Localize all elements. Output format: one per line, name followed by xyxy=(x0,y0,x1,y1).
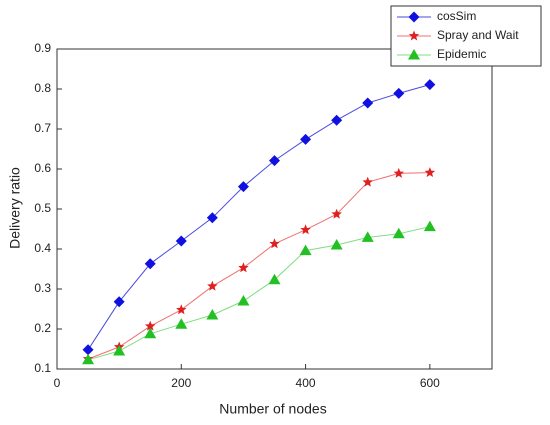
data-point xyxy=(237,295,250,306)
legend-label: cosSim xyxy=(437,9,476,23)
data-point xyxy=(392,227,405,239)
x-axis-label: Number of nodes xyxy=(219,401,326,417)
data-point xyxy=(113,296,125,308)
data-point xyxy=(423,220,436,232)
y-tick-label: 0.1 xyxy=(34,361,51,375)
data-point xyxy=(144,320,156,331)
y-tick-label: 0.9 xyxy=(34,41,51,55)
x-tick-label: 400 xyxy=(296,376,316,390)
data-point xyxy=(424,167,436,178)
data-point xyxy=(206,309,219,320)
data-point xyxy=(424,79,436,91)
legend-marker xyxy=(408,11,420,23)
data-point xyxy=(269,238,280,249)
data-point xyxy=(144,327,157,339)
data-point xyxy=(144,258,156,270)
data-point xyxy=(330,239,343,250)
plot-frame xyxy=(56,48,493,370)
y-tick-label: 0.6 xyxy=(34,161,51,175)
data-point xyxy=(176,304,187,315)
y-tick-label: 0.2 xyxy=(34,321,51,335)
data-point xyxy=(362,176,373,187)
data-point xyxy=(300,133,312,145)
data-point xyxy=(238,262,249,273)
legend-marker xyxy=(408,30,420,41)
data-point xyxy=(268,273,281,285)
x-tick-label: 0 xyxy=(54,376,61,390)
data-point xyxy=(82,344,94,356)
series-line xyxy=(87,172,430,360)
legend-label: Epidemic xyxy=(437,47,486,61)
data-point xyxy=(237,181,249,193)
data-point xyxy=(331,208,342,219)
series-line xyxy=(87,84,430,351)
data-point xyxy=(175,318,188,329)
data-point xyxy=(362,97,374,109)
series-line xyxy=(87,226,430,361)
y-tick-label: 0.8 xyxy=(34,81,51,95)
y-tick-label: 0.5 xyxy=(34,201,51,215)
x-tick-label: 200 xyxy=(171,376,191,390)
data-point xyxy=(361,231,374,242)
data-point xyxy=(393,167,405,178)
data-point xyxy=(82,353,95,365)
data-point xyxy=(269,155,280,167)
y-tick-label: 0.3 xyxy=(34,281,51,295)
y-tick-label: 0.7 xyxy=(34,121,51,135)
data-point xyxy=(393,87,405,99)
legend-label: Spray and Wait xyxy=(437,28,519,42)
legend-marker xyxy=(408,49,420,60)
data-point xyxy=(300,224,311,235)
data-point xyxy=(175,235,187,247)
data-point xyxy=(331,114,343,126)
data-point xyxy=(206,212,218,224)
y-axis-label: Delivery ratio xyxy=(7,167,23,249)
data-point xyxy=(207,280,218,291)
data-point xyxy=(113,345,126,356)
x-tick-label: 600 xyxy=(420,376,440,390)
data-point xyxy=(299,244,312,256)
y-tick-label: 0.4 xyxy=(34,241,51,255)
